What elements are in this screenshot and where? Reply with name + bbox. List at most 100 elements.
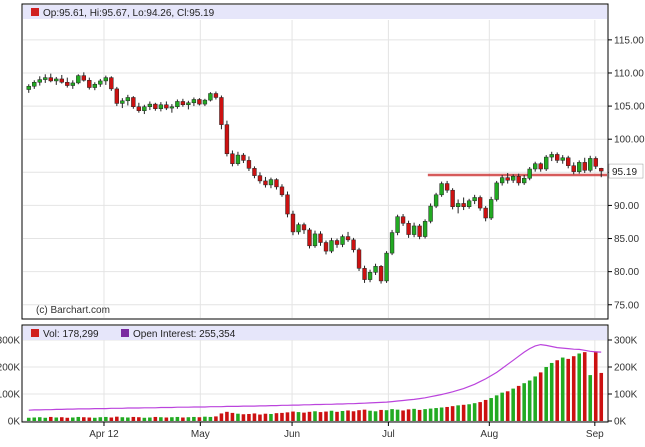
volume-bar (456, 405, 460, 421)
candle-body (136, 106, 142, 111)
candle-body (560, 157, 565, 161)
volume-bar (395, 409, 400, 421)
candle (279, 184, 285, 197)
volume-bar (203, 416, 207, 421)
candle-body (389, 232, 395, 254)
volume-bar (406, 409, 411, 421)
candle (378, 265, 384, 284)
volume-bar (549, 362, 554, 421)
volume-bar (186, 417, 191, 421)
candle (213, 91, 219, 100)
volume-bar (351, 411, 356, 421)
candle (356, 247, 362, 271)
candle (98, 78, 103, 87)
volume-bar (48, 416, 53, 421)
candle (439, 181, 444, 197)
volume-bar (577, 353, 582, 421)
candle (54, 76, 59, 85)
candle (290, 210, 296, 236)
candle-body (191, 99, 197, 104)
x-tick-label: May (191, 429, 210, 440)
candle (362, 265, 367, 283)
volume-bar (505, 391, 510, 421)
price-y-tick-label: 100.00 (614, 135, 645, 146)
candle (191, 97, 197, 107)
volume-bar (412, 408, 416, 421)
volume-bar (131, 416, 136, 421)
candle (175, 99, 180, 109)
candle (301, 222, 307, 234)
volume-bar (445, 406, 449, 421)
candle-body (307, 229, 312, 247)
volume-bar (137, 417, 141, 421)
volume-bar (362, 409, 367, 421)
volume-bar (560, 357, 565, 421)
volume-bar (192, 416, 196, 421)
volume-bar (247, 413, 251, 421)
candle (109, 76, 114, 91)
volume-y-tick-label-right: 0K (614, 417, 627, 428)
volume-bar (296, 412, 301, 421)
candle (70, 80, 75, 89)
candle (422, 219, 428, 239)
candle-body (43, 77, 48, 80)
candle (560, 155, 565, 164)
candle-body (109, 77, 114, 90)
volume-bar (318, 412, 323, 421)
volume-bar (236, 413, 240, 421)
volume-y-axis-left: 300K 200K 100K 0K (0, 336, 20, 428)
candle-body (26, 85, 31, 90)
x-tick-label: Aug (480, 429, 498, 440)
candle (307, 227, 312, 249)
volume-bar (478, 402, 482, 421)
volume-bar (423, 409, 427, 421)
candle (549, 151, 554, 162)
candle (433, 192, 439, 209)
candle-body (202, 99, 208, 105)
candle (241, 153, 246, 164)
volume-y-tick-label-right: 200K (614, 363, 638, 374)
volume-bar (241, 414, 246, 421)
candle-body (197, 99, 202, 105)
candle (114, 86, 120, 107)
volume-bar (285, 412, 290, 421)
x-tick-label: Jul (382, 429, 395, 440)
price-plot-area (21, 3, 609, 320)
volume-bar (450, 406, 455, 421)
price-y-axis: 115.00110.00105.00100.0095.0090.0085.008… (608, 35, 645, 311)
candle-body (219, 97, 224, 125)
candle-body (235, 154, 241, 164)
candle-body (257, 175, 263, 182)
candle (494, 180, 499, 202)
candle (76, 74, 81, 85)
candle-body (142, 106, 147, 111)
volume-bar (153, 416, 158, 421)
volume-bar (230, 412, 235, 421)
candle (334, 238, 340, 248)
volume-bar (555, 360, 559, 421)
volume-bar (379, 409, 383, 421)
candle (477, 195, 483, 211)
volume-bar (269, 413, 273, 421)
volume-bar (373, 411, 378, 421)
candle (444, 180, 450, 193)
price-header-bar (23, 5, 607, 19)
volume-bar (263, 413, 268, 421)
last-price-box (608, 163, 644, 179)
volume-bar (54, 417, 59, 421)
volume-bar (291, 411, 295, 421)
candle-body (131, 97, 136, 108)
candle (202, 98, 208, 107)
candle-body (340, 236, 345, 245)
candle (544, 155, 549, 171)
candle-body (362, 268, 367, 280)
volume-bar (274, 413, 279, 421)
volume-plot-area (21, 324, 609, 423)
candle-body (395, 216, 400, 233)
volume-bar (214, 416, 218, 421)
candle-body (252, 168, 257, 176)
candle-body (439, 183, 444, 196)
volume-bar (32, 417, 37, 421)
candle (274, 178, 279, 190)
